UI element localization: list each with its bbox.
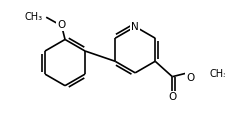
Text: O: O	[57, 20, 66, 30]
Text: O: O	[186, 73, 194, 83]
Text: CH₃: CH₃	[25, 12, 43, 22]
Text: O: O	[168, 92, 176, 102]
Text: N: N	[131, 22, 139, 32]
Text: CH₃: CH₃	[209, 69, 225, 79]
